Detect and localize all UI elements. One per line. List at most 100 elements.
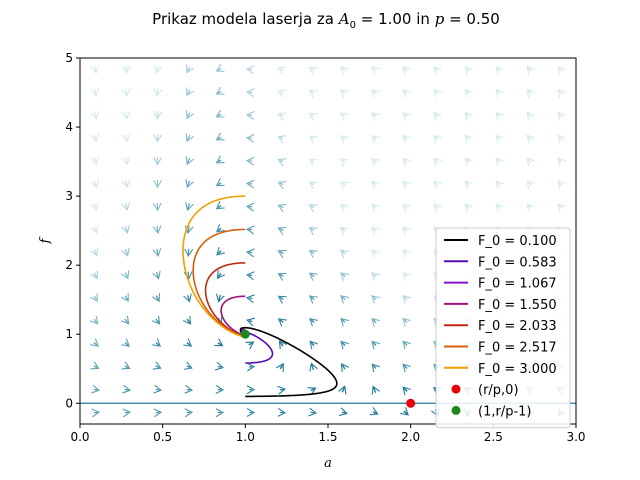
streamline-arrow <box>308 272 318 281</box>
legend-label: F_0 = 0.100 <box>478 234 557 249</box>
equilibrium-point <box>406 398 416 408</box>
streamline-arrow <box>371 385 380 395</box>
streamline <box>186 135 191 142</box>
streamline-arrow <box>557 88 567 98</box>
streamline <box>124 388 129 391</box>
streamline <box>372 296 377 301</box>
streamline <box>341 182 346 186</box>
streamline <box>279 296 284 300</box>
streamline-arrow <box>371 340 380 350</box>
streamline <box>372 136 377 140</box>
streamline-arrow <box>339 249 349 258</box>
streamline <box>403 364 408 369</box>
streamline <box>341 411 346 414</box>
streamline-arrow <box>153 157 163 166</box>
streamline-arrow <box>152 179 162 189</box>
streamline <box>372 342 377 346</box>
streamline-arrow <box>90 361 100 370</box>
streamline <box>186 112 191 119</box>
streamline-arrow <box>151 315 161 325</box>
streamline-arrow <box>338 385 347 395</box>
streamline <box>465 204 470 209</box>
streamline-arrow <box>246 317 256 327</box>
streamline-arrow <box>308 407 318 417</box>
streamline-arrow <box>309 317 318 327</box>
streamline <box>93 318 98 324</box>
streamline-arrow <box>90 87 100 97</box>
streamline <box>310 319 315 323</box>
streamline-arrow <box>339 66 349 75</box>
streamline <box>310 159 315 163</box>
streamline <box>187 294 191 302</box>
streamline-arrow <box>402 180 411 190</box>
streamline-arrow <box>277 318 287 327</box>
streamline-arrow <box>246 408 256 418</box>
streamline <box>217 342 222 346</box>
streamline <box>279 91 284 94</box>
streamline-arrow <box>277 181 287 190</box>
streamline-arrow <box>277 158 287 167</box>
streamline <box>372 204 377 209</box>
streamline-arrow <box>90 156 100 166</box>
streamline-arrow <box>464 157 473 167</box>
title-A-sub: 0 <box>350 20 356 31</box>
streamline <box>279 136 284 140</box>
streamline-arrow <box>371 249 380 258</box>
streamline <box>155 365 160 369</box>
streamline-arrow <box>371 112 380 121</box>
streamline <box>279 182 284 186</box>
streamline <box>558 90 563 95</box>
streamline-arrow <box>245 179 255 189</box>
x-tick-label: 1.0 <box>236 430 255 444</box>
streamline-arrow <box>215 63 225 72</box>
streamline <box>403 387 408 392</box>
streamline <box>279 68 284 71</box>
streamline <box>248 297 253 300</box>
streamline <box>434 67 439 72</box>
streamline <box>217 182 222 186</box>
streamline <box>124 272 129 279</box>
streamline <box>372 227 377 232</box>
streamline-arrow <box>433 157 442 167</box>
streamline-arrow <box>308 249 318 258</box>
streamline-arrow <box>90 133 100 143</box>
streamline-arrow <box>152 293 161 303</box>
streamline <box>217 68 222 71</box>
streamline <box>310 113 315 117</box>
streamline <box>279 251 284 254</box>
streamline <box>186 318 191 324</box>
streamline-arrow <box>152 202 162 212</box>
streamline <box>279 159 284 163</box>
streamline <box>279 273 284 277</box>
streamline <box>310 205 315 209</box>
streamline-arrow <box>402 157 411 167</box>
streamline-arrow <box>557 134 567 144</box>
streamline-arrow <box>308 204 318 213</box>
streamline-arrow <box>340 340 349 350</box>
streamline-arrow <box>245 156 255 166</box>
streamline <box>496 204 501 209</box>
streamline <box>155 295 160 301</box>
streamline <box>372 319 377 324</box>
streamline <box>341 90 346 95</box>
streamline-arrow <box>277 66 287 75</box>
streamline-arrow <box>152 225 162 235</box>
legend-label: F_0 = 1.550 <box>478 298 557 313</box>
streamline-arrow <box>277 407 287 417</box>
streamline <box>527 158 532 164</box>
streamline-arrow <box>153 111 163 120</box>
streamline-arrow <box>215 132 225 141</box>
streamline <box>527 90 532 95</box>
streamline-arrow <box>245 65 255 75</box>
streamline-arrow <box>402 272 411 281</box>
streamline-arrow <box>245 110 255 120</box>
streamline <box>403 227 408 232</box>
streamline-arrow <box>184 408 194 418</box>
streamline-arrow <box>402 249 411 258</box>
equilibrium-point <box>240 329 250 339</box>
title-p: p <box>435 10 445 28</box>
streamline <box>372 411 377 414</box>
streamline-arrow <box>122 408 132 418</box>
streamline-arrow <box>371 157 380 167</box>
streamline <box>527 113 532 118</box>
